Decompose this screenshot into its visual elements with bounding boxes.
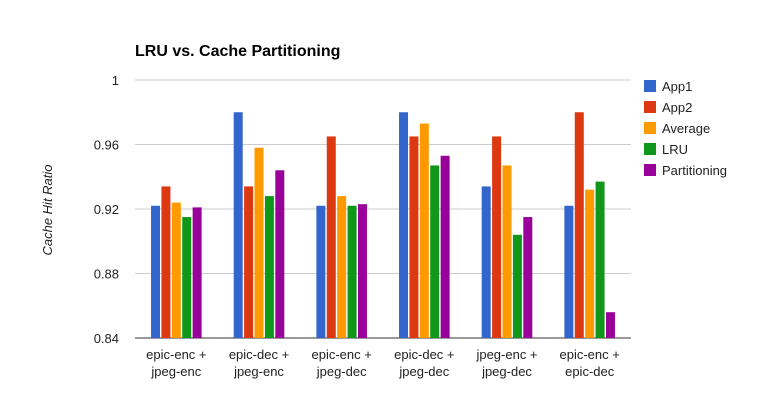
bar-app1-0[interactable] <box>151 205 161 338</box>
bar-app1-4[interactable] <box>481 186 491 338</box>
bar-partitioning-4[interactable] <box>523 217 533 338</box>
bar-partitioning-5[interactable] <box>605 312 615 338</box>
bar-average-5[interactable] <box>585 189 595 338</box>
legend-swatch-average[interactable] <box>644 122 656 134</box>
x-axis-categories: epic-enc + jpeg-enc epic-dec + jpeg-enc epic… <box>146 347 620 379</box>
bar-app1-2[interactable] <box>316 205 326 338</box>
bar-app2-5[interactable] <box>574 112 584 338</box>
bar-app1-3[interactable] <box>399 112 409 338</box>
gridlines <box>135 79 631 339</box>
x-category-label: epic-dec + <box>394 347 454 362</box>
bar-app2-1[interactable] <box>244 186 254 338</box>
bar-lru-2[interactable] <box>347 205 357 338</box>
bar-lru-0[interactable] <box>182 217 192 338</box>
x-category-label: jpeg-dec <box>316 364 367 379</box>
x-category-label: jpeg-dec <box>398 364 449 379</box>
bar-lru-5[interactable] <box>595 181 605 338</box>
bar-partitioning-2[interactable] <box>357 204 367 338</box>
x-category-label: jpeg-dec <box>481 364 532 379</box>
y-tick-label: 0.96 <box>94 138 119 153</box>
legend-swatch-partitioning[interactable] <box>644 164 656 176</box>
legend-swatch-app1[interactable] <box>644 80 656 92</box>
bar-lru-3[interactable] <box>430 165 440 338</box>
x-category-label: epic-dec <box>565 364 615 379</box>
bars <box>151 112 615 338</box>
legend-label-average[interactable]: Average <box>662 121 710 136</box>
legend-label-app2[interactable]: App2 <box>662 100 692 115</box>
x-category-label: epic-enc + <box>146 347 206 362</box>
bar-partitioning-3[interactable] <box>440 155 450 338</box>
legend-label-partitioning[interactable]: Partitioning <box>662 163 727 178</box>
bar-average-1[interactable] <box>254 147 264 338</box>
legend[interactable]: App1 App2 Average LRU Partitioning <box>644 79 727 178</box>
y-tick-label: 0.92 <box>94 202 119 217</box>
bar-app2-4[interactable] <box>492 136 502 338</box>
bar-app2-2[interactable] <box>326 136 336 338</box>
x-category-label: epic-enc + <box>559 347 619 362</box>
chart-title: LRU vs. Cache Partitioning <box>135 43 340 60</box>
x-category-label: epic-enc + <box>311 347 371 362</box>
bar-average-3[interactable] <box>419 123 429 338</box>
legend-swatch-lru[interactable] <box>644 143 656 155</box>
y-tick-label: 0.84 <box>94 331 119 346</box>
x-category-label: jpeg-enc <box>233 364 284 379</box>
bar-partitioning-0[interactable] <box>192 207 202 338</box>
bar-app1-5[interactable] <box>564 205 574 338</box>
bar-partitioning-1[interactable] <box>275 170 285 338</box>
bar-lru-1[interactable] <box>264 196 274 338</box>
legend-swatch-app2[interactable] <box>644 101 656 113</box>
bar-lru-4[interactable] <box>512 234 522 338</box>
legend-label-lru[interactable]: LRU <box>662 142 688 157</box>
y-tick-label: 0.88 <box>94 267 119 282</box>
bar-average-4[interactable] <box>502 165 512 338</box>
y-axis-ticks: 0.84 0.88 0.92 0.96 1 <box>94 73 119 346</box>
bar-app2-3[interactable] <box>409 136 419 338</box>
y-tick-label: 1 <box>112 73 119 88</box>
bar-app2-0[interactable] <box>161 186 171 338</box>
y-axis-label: Cache Hit Ratio <box>40 164 55 255</box>
x-category-label: jpeg-enc + <box>475 347 537 362</box>
legend-label-app1[interactable]: App1 <box>662 79 692 94</box>
bar-average-2[interactable] <box>337 196 347 338</box>
bar-average-0[interactable] <box>171 202 181 338</box>
x-category-label: jpeg-enc <box>150 364 201 379</box>
bar-app1-1[interactable] <box>233 112 243 338</box>
x-category-label: epic-dec + <box>229 347 289 362</box>
